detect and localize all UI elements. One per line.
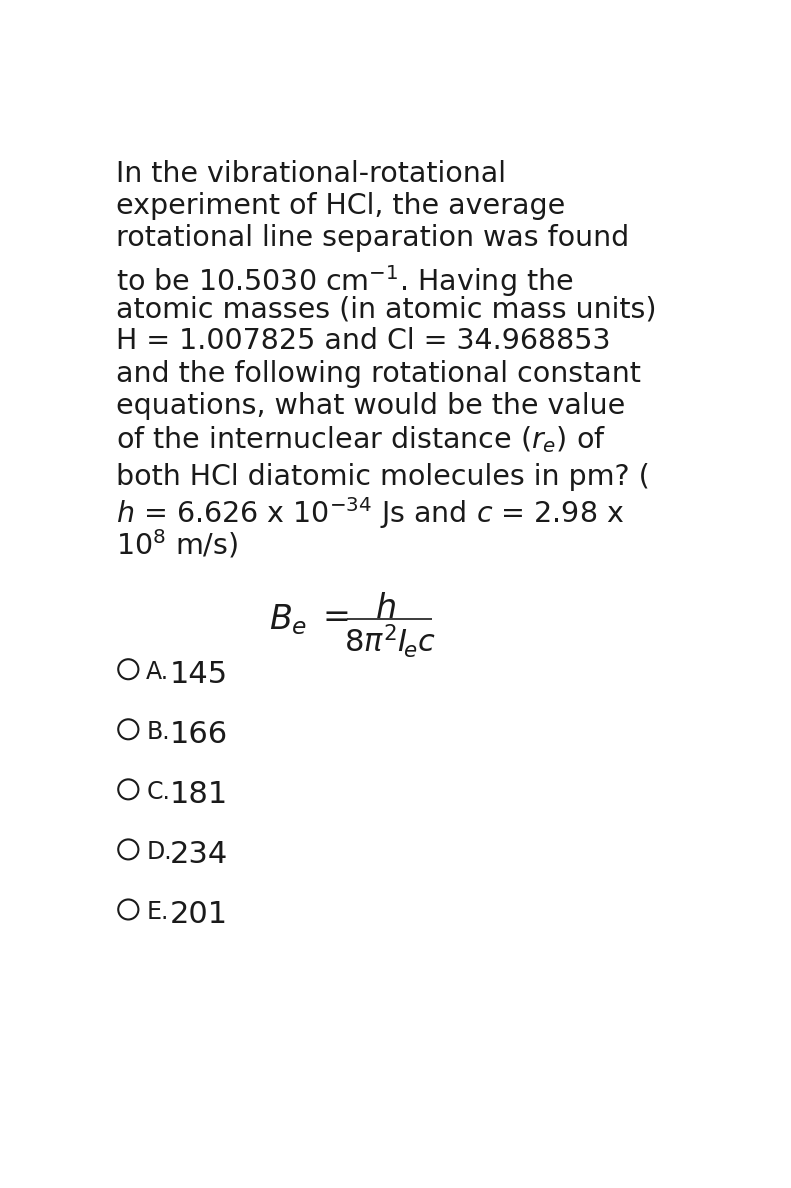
Text: and the following rotational constant: and the following rotational constant (116, 360, 641, 387)
Text: H = 1.007825 and Cl = 34.968853: H = 1.007825 and Cl = 34.968853 (116, 328, 611, 355)
Text: C.: C. (146, 781, 170, 804)
Text: E.: E. (146, 901, 168, 924)
Text: In the vibrational-rotational: In the vibrational-rotational (116, 159, 506, 188)
Text: 166: 166 (169, 720, 228, 750)
Text: both HCl diatomic molecules in pm? (: both HCl diatomic molecules in pm? ( (116, 463, 649, 491)
Text: 201: 201 (169, 901, 228, 929)
Text: 234: 234 (169, 840, 228, 870)
Text: experiment of HCl, the average: experiment of HCl, the average (116, 191, 566, 220)
Text: $\mathit{B}_{\mathit{e}}$: $\mathit{B}_{\mathit{e}}$ (270, 602, 308, 637)
Text: $8\pi^2 I_{\!e}c$: $8\pi^2 I_{\!e}c$ (344, 623, 435, 659)
Text: of the internuclear distance ($r_e$) of: of the internuclear distance ($r_e$) of (116, 424, 606, 455)
Text: 181: 181 (169, 781, 228, 809)
Text: 10$^8$ m/s): 10$^8$ m/s) (116, 527, 238, 561)
Text: atomic masses (in atomic mass units): atomic masses (in atomic mass units) (116, 295, 657, 323)
Text: $h$: $h$ (375, 594, 396, 625)
Text: D.: D. (146, 840, 172, 864)
Text: to be 10.5030 cm$^{-1}$. Having the: to be 10.5030 cm$^{-1}$. Having the (116, 263, 573, 298)
Text: A.: A. (146, 661, 169, 684)
Text: 145: 145 (169, 661, 228, 689)
Text: B.: B. (146, 720, 170, 744)
Text: $=$: $=$ (316, 602, 349, 632)
Text: rotational line separation was found: rotational line separation was found (116, 225, 629, 252)
Text: $h$ = 6.626 x 10$^{-34}$ Js and $c$ = 2.98 x: $h$ = 6.626 x 10$^{-34}$ Js and $c$ = 2.… (116, 495, 624, 531)
Text: equations, what would be the value: equations, what would be the value (116, 392, 625, 421)
